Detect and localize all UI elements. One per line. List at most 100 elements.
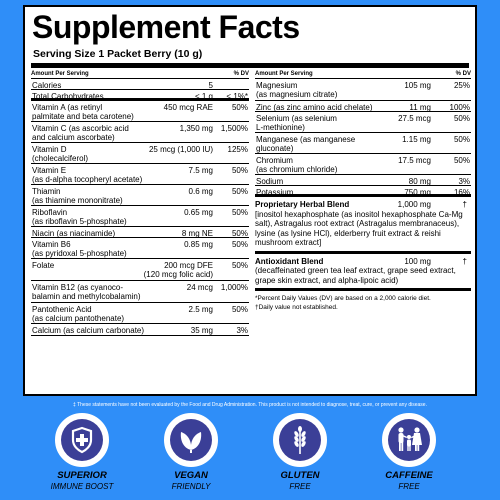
nutrient-dv: 50% [231,103,248,112]
blend-ingredients: [inositol hexaphosphate (as inositol hex… [255,209,463,248]
badge-subtitle: IMMUNE BOOST [50,482,114,491]
nutrient-source: (as magnesium citrate) [256,90,338,99]
nutrient-name: Niacin (as niacinamide) [32,229,115,238]
nutrient-row: Total Carbohydrates < 1 g < 1%* [31,90,249,101]
fda-disclaimer: ‡ These statements have not been evaluat… [73,402,427,408]
nutrient-row: Vitamin D (cholecalciferol) 25 mcg (1,000 … [31,143,249,164]
nutrient-dv: 50% [231,208,248,217]
nutrient-amount: 0.65 mg [184,208,213,217]
nutrient-row: Sodium 80 mg 3% [255,175,471,186]
nutrient-amount: 8 mg NE [181,229,213,238]
badge-circle [164,413,218,467]
nutrient-name: Chromium (as chromium chloride) [256,156,337,174]
blend-amount: 1,000 mg [397,200,431,209]
blend-amount: 100 mg [404,256,431,266]
amount-header: Amount Per Serving [31,71,89,77]
nutrient-row: Riboflavin (as riboflavin 5-phosphate) 0.6… [31,206,249,227]
nutrient-row: Calories 5 [31,79,249,90]
nutrient-name: Folate [32,261,54,270]
nutrient-dv: 50% [231,305,248,314]
nutrient-amount: 0.6 mg [188,187,213,196]
nutrient-source: (as chromium chloride) [256,165,338,174]
nutrient-amount: 17.5 mcg [398,156,431,165]
blend-header: Antioxidant Blend 100 mg † [255,257,471,267]
nutrient-dv: 50% [453,135,470,144]
nutrient-name-text: Vitamin B12 (as cyanoco- [32,283,124,292]
nutrient-row: Magnesium (as magnesium citrate) 105 mg 25% [255,79,471,101]
badge-gluten: GLUTEN FREE [245,413,355,491]
dv-header: % DV [455,71,471,77]
nutrient-dv: < 1%* [226,92,248,101]
badge-circle [382,413,436,467]
nutrient-name-text: Selenium (as selenium [256,114,337,123]
nutrient-dv: 50% [231,166,248,175]
nutrient-amount: 0.85 mg [184,240,213,249]
column-header: Amount Per Serving % DV [31,70,249,79]
nutrient-row: Vitamin E (as d-alpha tocopheryl acetate)… [31,164,249,185]
nutrient-row: Thiamin (as thiamine mononitrate) 0.6 mg 50… [31,185,249,206]
nutrient-name-text: Chromium [256,156,293,165]
nutrient-dv: 3% [458,177,470,186]
nutrient-row: Folate 200 mcg DFE (120 mcg folic acid) 50% [31,259,249,281]
badge-circle-fill [170,419,212,461]
nutrient-name: Manganese (as manganese gluconate) [256,135,355,153]
nutrient-source: (as riboflavin 5-phosphate) [32,217,127,226]
nutrient-amount: 200 mcg DFE [164,261,213,270]
nutrient-row: Zinc (as zinc amino acid chelate) 11 mg 10… [255,101,471,112]
nutrient-name: Pantothenic Acid (as calcium pantothenate… [32,305,124,323]
nutrient-row: Potassium 750 mg 16% [255,186,471,197]
nutrient-row: Niacin (as niacinamide) 8 mg NE 50% [31,227,249,238]
nutrient-source: (as pyridoxal 5-phosphate) [32,249,127,258]
badge-title: VEGAN [174,470,208,481]
nutrient-amount: 25 mcg (1,000 IU) [148,145,213,154]
nutrient-name: Vitamin B12 (as cyanoco-balamin and meth… [32,283,141,301]
nutrient-dv: 50% [231,229,248,238]
proprietary-blend: Proprietary Herbal Blend 1,000 mg † [inosit… [255,197,471,254]
nutrient-name-text: Niacin (as niacinamide) [32,229,116,238]
nutrient-source: palmitate and beta carotene) [32,112,134,121]
nutrient-name: Calcium (as calcium carbonate) [32,326,144,335]
nutrient-row: Selenium (as selenium L-methionine) 27.5 m… [255,112,471,133]
nutrient-name: Thiamin (as thiamine mononitrate) [32,187,123,205]
nutrient-name-text: Pantothenic Acid [32,305,92,314]
nutrient-dv: 50% [231,240,248,249]
serving-size: Serving Size 1 Packet Berry (10 g) [33,48,203,60]
page-title: Supplement Facts [32,9,300,45]
nutrients-right-column: Amount Per Serving % DV Magnesium (as mag… [255,70,471,312]
nutrient-source: (as calcium pantothenate) [32,314,125,323]
blend-dv: † [462,200,467,209]
nutrient-row: Vitamin C (as ascorbic acid and calcium a… [31,122,249,143]
nutrient-row: Chromium (as chromium chloride) 17.5 mcg 50… [255,154,471,175]
nutrient-amount-detail: (120 mcg folic acid) [143,270,213,279]
nutrient-name-text: Manganese (as manganese [256,135,356,144]
amount-header: Amount Per Serving [255,71,313,77]
badge-subtitle: FREE [289,482,311,491]
nutrient-dv: 100% [449,103,470,112]
blend-title: Proprietary Herbal Blend [255,200,350,209]
column-header: Amount Per Serving % DV [255,70,471,79]
nutrient-amount: 27.5 mcg [398,114,431,123]
nutrient-name-text: Magnesium [256,81,298,90]
nutrient-dv: 125% [227,145,248,154]
blend-header: Proprietary Herbal Blend 1,000 mg † [255,200,471,210]
nutrient-amount: 24 mcg [186,283,213,292]
nutrient-name-text: Total Carbohydrates [32,92,104,101]
nutrient-name: Vitamin D (cholecalciferol) [32,145,88,163]
nutrient-name-text: Folate [32,261,55,270]
nutrient-row: Calcium (as calcium carbonate) 35 mg 3% [31,324,249,336]
badge-circle [55,413,109,467]
nutrient-row: Manganese (as manganese gluconate) 1.15 mg… [255,133,471,154]
nutrient-source: and calcium ascorbate) [32,133,115,142]
nutrient-name: Vitamin E (as d-alpha tocopheryl acetate) [32,166,142,184]
nutrient-amount: 80 mg [408,177,431,186]
footnote: †Daily value not established. [255,304,338,311]
nutrient-source: gluconate) [256,144,294,153]
divider [31,63,469,68]
blend-title: Antioxidant Blend [255,256,324,266]
nutrient-dv: 3% [236,326,248,335]
nutrient-name: Sodium [256,177,283,186]
nutrient-row: Vitamin A (as retinyl palmitate and beta … [31,101,249,122]
nutrient-name: Vitamin B6 (as pyridoxal 5-phosphate) [32,240,127,258]
proprietary-blend: Antioxidant Blend 100 mg † (decaffeinated g… [255,254,471,291]
nutrient-row: Vitamin B12 (as cyanoco-balamin and meth… [31,281,249,303]
